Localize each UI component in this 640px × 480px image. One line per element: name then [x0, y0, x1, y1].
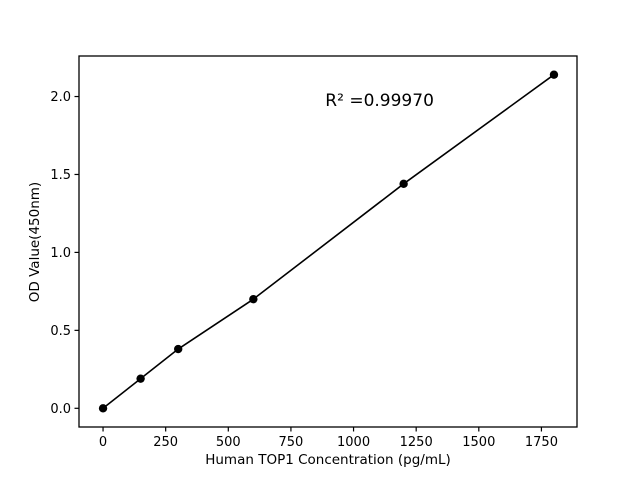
x-tick-label: 1000: [337, 435, 370, 450]
x-tick-label: 250: [153, 435, 178, 450]
y-tick-label: 0.5: [50, 324, 71, 339]
x-tick-label: 1750: [525, 435, 558, 450]
data-point-marker: [249, 294, 258, 304]
x-tick-label: 0: [99, 435, 107, 450]
y-tick-label: 1.5: [50, 168, 71, 183]
standard-curve-line: [102, 73, 555, 410]
y-axis-label: OD Value(450nm): [27, 181, 43, 302]
y-tick-label: 2.0: [50, 90, 71, 105]
r-squared-annotation: R² =0.99970: [325, 91, 434, 112]
y-tick-label: 1.0: [50, 246, 71, 261]
data-point-marker: [399, 179, 408, 189]
data-point-marker: [98, 404, 108, 413]
x-tick-label: 1250: [400, 435, 433, 450]
x-tick-label: 500: [216, 435, 241, 450]
data-point-marker: [173, 344, 183, 354]
y-axis-label-wrapper: OD Value(450nm): [22, 56, 48, 427]
x-axis-label: Human TOP1 Concentration (pg/mL): [205, 452, 451, 468]
x-tick-label: 750: [279, 435, 304, 450]
data-point-marker: [549, 70, 559, 79]
x-tick-label: 1500: [462, 435, 495, 450]
data-point-marker: [136, 374, 145, 383]
axes-spines: [78, 55, 578, 428]
y-tick-label: 0.0: [50, 402, 71, 417]
